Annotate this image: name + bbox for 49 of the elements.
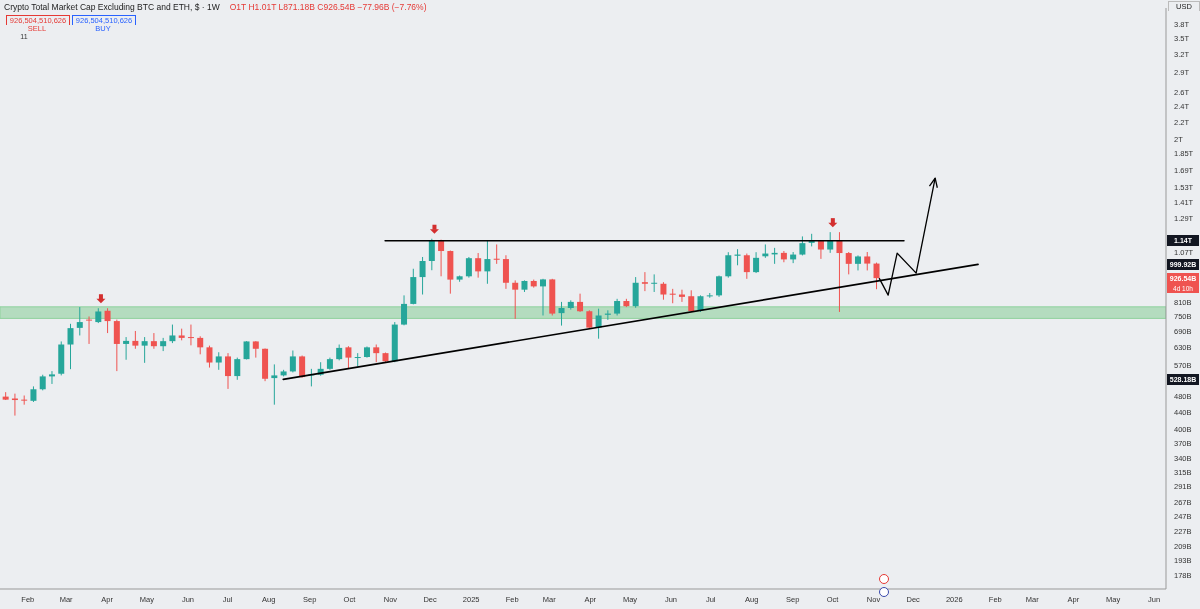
candlestick xyxy=(104,307,111,334)
candlestick xyxy=(150,332,157,350)
candlestick xyxy=(540,278,546,316)
candlestick xyxy=(271,363,278,406)
candlestick xyxy=(187,324,194,346)
candlestick xyxy=(113,319,120,372)
candlestick xyxy=(76,306,83,336)
candlestick xyxy=(419,256,426,296)
candlestick xyxy=(465,256,472,279)
candlestick xyxy=(873,262,880,290)
candlestick xyxy=(197,335,204,355)
candlestick xyxy=(234,357,241,381)
candlestick xyxy=(345,345,352,370)
candlestick xyxy=(595,308,602,340)
candlestick xyxy=(780,250,787,263)
candlestick xyxy=(753,251,760,274)
candlestick xyxy=(169,324,176,344)
candlestick xyxy=(827,231,834,254)
candlestick xyxy=(225,352,232,390)
candlestick xyxy=(86,315,93,345)
candlestick xyxy=(428,238,435,271)
candlestick xyxy=(864,251,871,271)
candlestick xyxy=(141,336,148,364)
candlestick xyxy=(641,271,648,292)
candlestick xyxy=(484,239,491,285)
candlestick xyxy=(48,370,55,385)
candlestick xyxy=(123,336,130,361)
chart-subtitle: O1T H1.01T L871.18B C926.54B −77.96B (−7.76%) xyxy=(229,2,427,12)
candlestick xyxy=(493,243,500,265)
candlestick xyxy=(743,253,750,280)
candlestick xyxy=(21,395,28,406)
candlestick xyxy=(354,352,361,368)
candlestick xyxy=(289,350,296,373)
chart-title: Crypto Total Market Cap Excluding BTC and ETH, $ · 1W xyxy=(4,2,220,12)
candlestick xyxy=(836,231,843,313)
candlestick xyxy=(502,254,509,290)
candlestick xyxy=(725,251,732,279)
candlestick xyxy=(67,323,74,370)
candlestick xyxy=(845,251,852,275)
candlestick xyxy=(577,293,584,313)
candlestick xyxy=(651,273,658,293)
candlestick xyxy=(512,279,519,320)
candlestick xyxy=(632,276,639,309)
candlestick xyxy=(854,254,861,271)
candlestick xyxy=(206,345,213,369)
candlestick xyxy=(669,288,676,304)
candlestick xyxy=(558,301,565,327)
candlestick xyxy=(475,252,482,279)
candlestick xyxy=(401,294,408,326)
